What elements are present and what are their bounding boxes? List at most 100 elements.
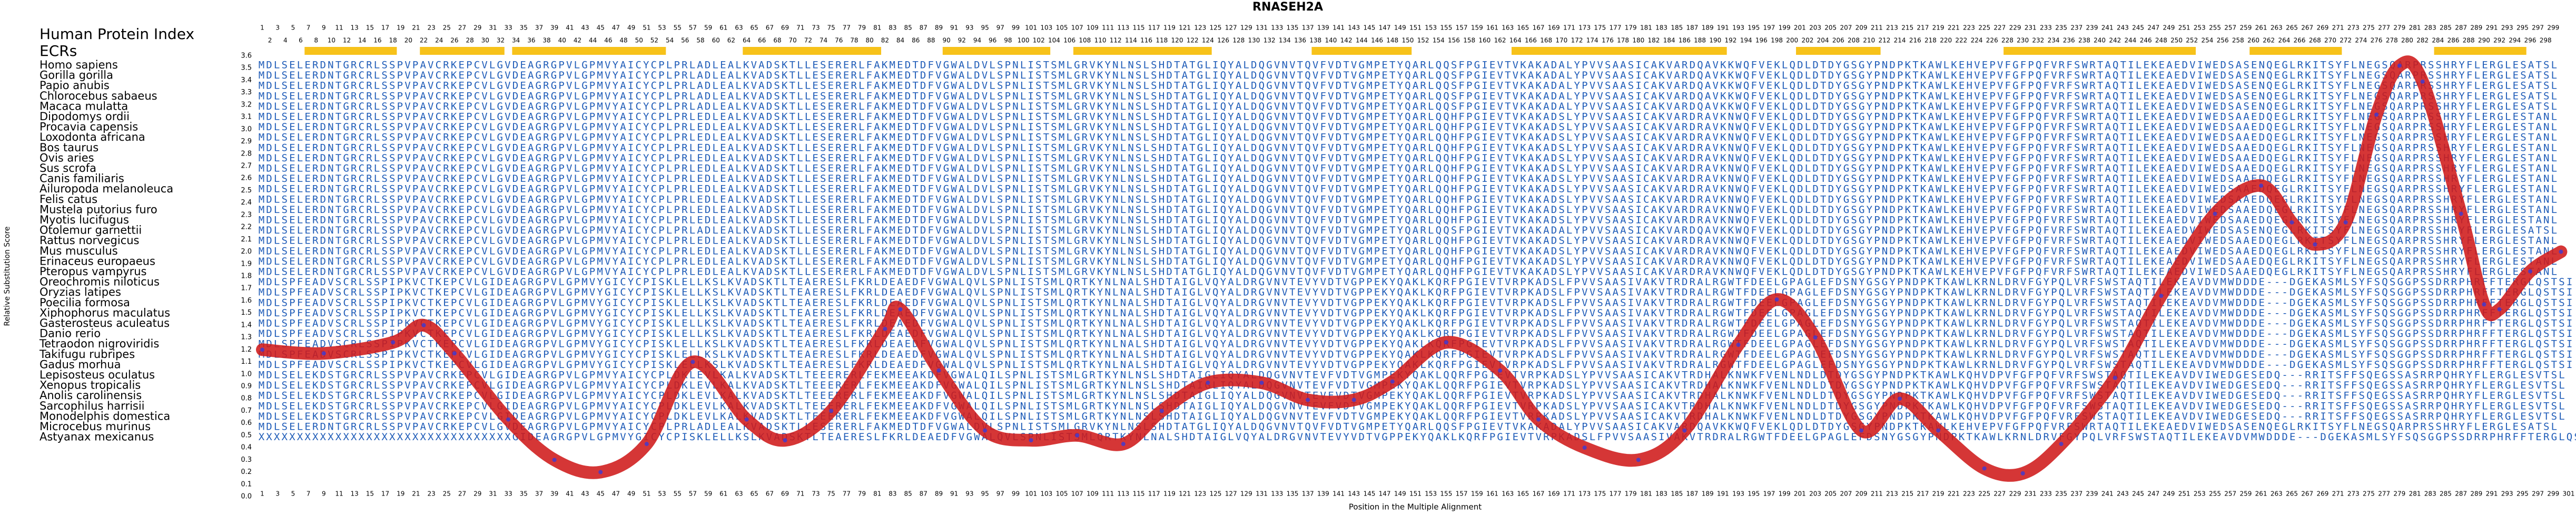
protein-index: 265 [2286, 24, 2298, 32]
x-tick-label: 161 [1486, 490, 1498, 498]
x-tick-label: 147 [1379, 490, 1391, 498]
y-tick-label: 3.6 [241, 52, 252, 60]
x-tick-label: 23 [427, 490, 435, 498]
score-point [744, 417, 749, 422]
x-tick-label: 295 [2516, 490, 2529, 498]
protein-index: 291 [2486, 24, 2498, 32]
score-point [260, 347, 264, 352]
ecr-bar [304, 47, 397, 55]
protein-index: 107 [1071, 24, 1083, 32]
protein-index: 131 [1256, 24, 1268, 32]
sequence: MDLSELERDNTGRCRLSSPVPAVCRKEPCVLGVDEAGRGP… [259, 225, 2557, 236]
x-tick-label: 239 [2086, 490, 2098, 498]
ecr-bar [2003, 47, 2196, 55]
score-point [1582, 445, 1587, 450]
protein-index: 275 [2363, 24, 2375, 32]
x-tick-label: 17 [381, 490, 389, 498]
ecr-bar [1511, 47, 1727, 55]
x-tick-label: 221 [1948, 490, 1960, 498]
x-tick-label: 85 [904, 490, 912, 498]
protein-index: 82 [881, 37, 889, 44]
protein-index: 60 [712, 37, 720, 44]
protein-index: 198 [1771, 37, 1783, 44]
score-point [2343, 220, 2348, 225]
x-tick-label: 243 [2117, 490, 2129, 498]
protein-index: 81 [873, 24, 881, 32]
y-tick-label: 1.2 [241, 346, 252, 354]
x-tick-label: 73 [812, 490, 820, 498]
score-point [2113, 375, 2117, 380]
x-tick-label: 297 [2532, 490, 2544, 498]
protein-index: 200 [1786, 37, 1798, 44]
protein-index: 211 [1871, 24, 1883, 32]
x-tick-label: 27 [458, 490, 466, 498]
protein-index: 282 [2416, 37, 2429, 44]
x-tick-label: 7 [307, 490, 311, 498]
protein-index: 185 [1671, 24, 1683, 32]
protein-index: 113 [1117, 24, 1129, 32]
x-tick-label: 253 [2194, 490, 2206, 498]
x-tick-label: 139 [1317, 490, 1329, 498]
x-tick-label: 283 [2424, 490, 2436, 498]
species-label: Chlorocebus sabaeus [40, 90, 157, 102]
x-tick-label: 195 [1748, 490, 1760, 498]
protein-index: 44 [589, 37, 597, 44]
protein-index: 193 [1732, 24, 1744, 32]
x-tick-label: 47 [612, 490, 620, 498]
protein-index: 232 [2032, 37, 2044, 44]
protein-index: 183 [1655, 24, 1667, 32]
species-label: Oryzias latipes [40, 286, 121, 298]
x-tick-label: 145 [1363, 490, 1375, 498]
protein-index: 264 [2278, 37, 2290, 44]
protein-index: 49 [627, 24, 635, 32]
x-tick-label: 55 [674, 490, 682, 498]
protein-index: 125 [1210, 24, 1222, 32]
protein-index: 54 [666, 37, 674, 44]
protein-index: 259 [2239, 24, 2252, 32]
x-tick-label: 157 [1456, 490, 1468, 498]
x-tick-label: 77 [843, 490, 851, 498]
protein-index: 147 [1379, 24, 1391, 32]
x-tick-label: 231 [2025, 490, 2037, 498]
score-point [1736, 343, 1741, 347]
x-tick-label: 71 [796, 490, 804, 498]
score-point [421, 323, 426, 327]
x-tick-label: 189 [1702, 490, 1714, 498]
species-label: Microcebus murinus [40, 420, 151, 433]
protein-index: 188 [1694, 37, 1706, 44]
protein-index: 135 [1287, 24, 1299, 32]
y-tick-label: 3.4 [241, 76, 252, 84]
score-line [256, 55, 2568, 482]
x-tick-label: 69 [781, 490, 789, 498]
protein-index: 223 [1963, 24, 1975, 32]
x-tick-label: 235 [2055, 490, 2067, 498]
y-tick-label: 0.2 [241, 468, 252, 476]
protein-index: 87 [920, 24, 927, 32]
protein-index: 151 [1409, 24, 1422, 32]
y-tick-label: 0.0 [241, 493, 252, 501]
species-label: Procavia capensis [40, 121, 138, 133]
protein-index: 48 [619, 37, 627, 44]
x-tick-label: 51 [643, 490, 650, 498]
score-point [2528, 269, 2533, 274]
x-tick-label: 301 [2563, 490, 2575, 498]
x-tick-label: 275 [2363, 490, 2375, 498]
score-point [898, 307, 903, 312]
x-tick-label: 1 [260, 490, 264, 498]
y-tick-label: 2.2 [241, 224, 252, 231]
protein-index: 219 [1932, 24, 1945, 32]
protein-index: 287 [2455, 24, 2467, 32]
protein-index: 51 [643, 24, 650, 32]
score-point [690, 360, 695, 364]
x-tick-label: 43 [581, 490, 589, 498]
protein-index: 242 [2109, 37, 2121, 44]
x-tick-label: 89 [935, 490, 943, 498]
species-label: Otolemur garnettii [40, 224, 142, 237]
protein-index: 215 [1901, 24, 1913, 32]
sequence: MDLSPFEADVSCRLSSPIPKVCTKEPCVLGIDEAGRGPVL… [259, 307, 2573, 319]
sequence: MDLSELERDNTGRCRLSSPVPAVCRKEPCVLGVDEAGRGP… [259, 245, 2557, 257]
protein-index: 238 [2078, 37, 2090, 44]
x-tick-label: 247 [2147, 490, 2159, 498]
sequence: MDLSELERDNTGRCRLSSPVPAVCRKEPCVLGVDEAGRGP… [259, 60, 2557, 71]
x-tick-label: 95 [981, 490, 989, 498]
